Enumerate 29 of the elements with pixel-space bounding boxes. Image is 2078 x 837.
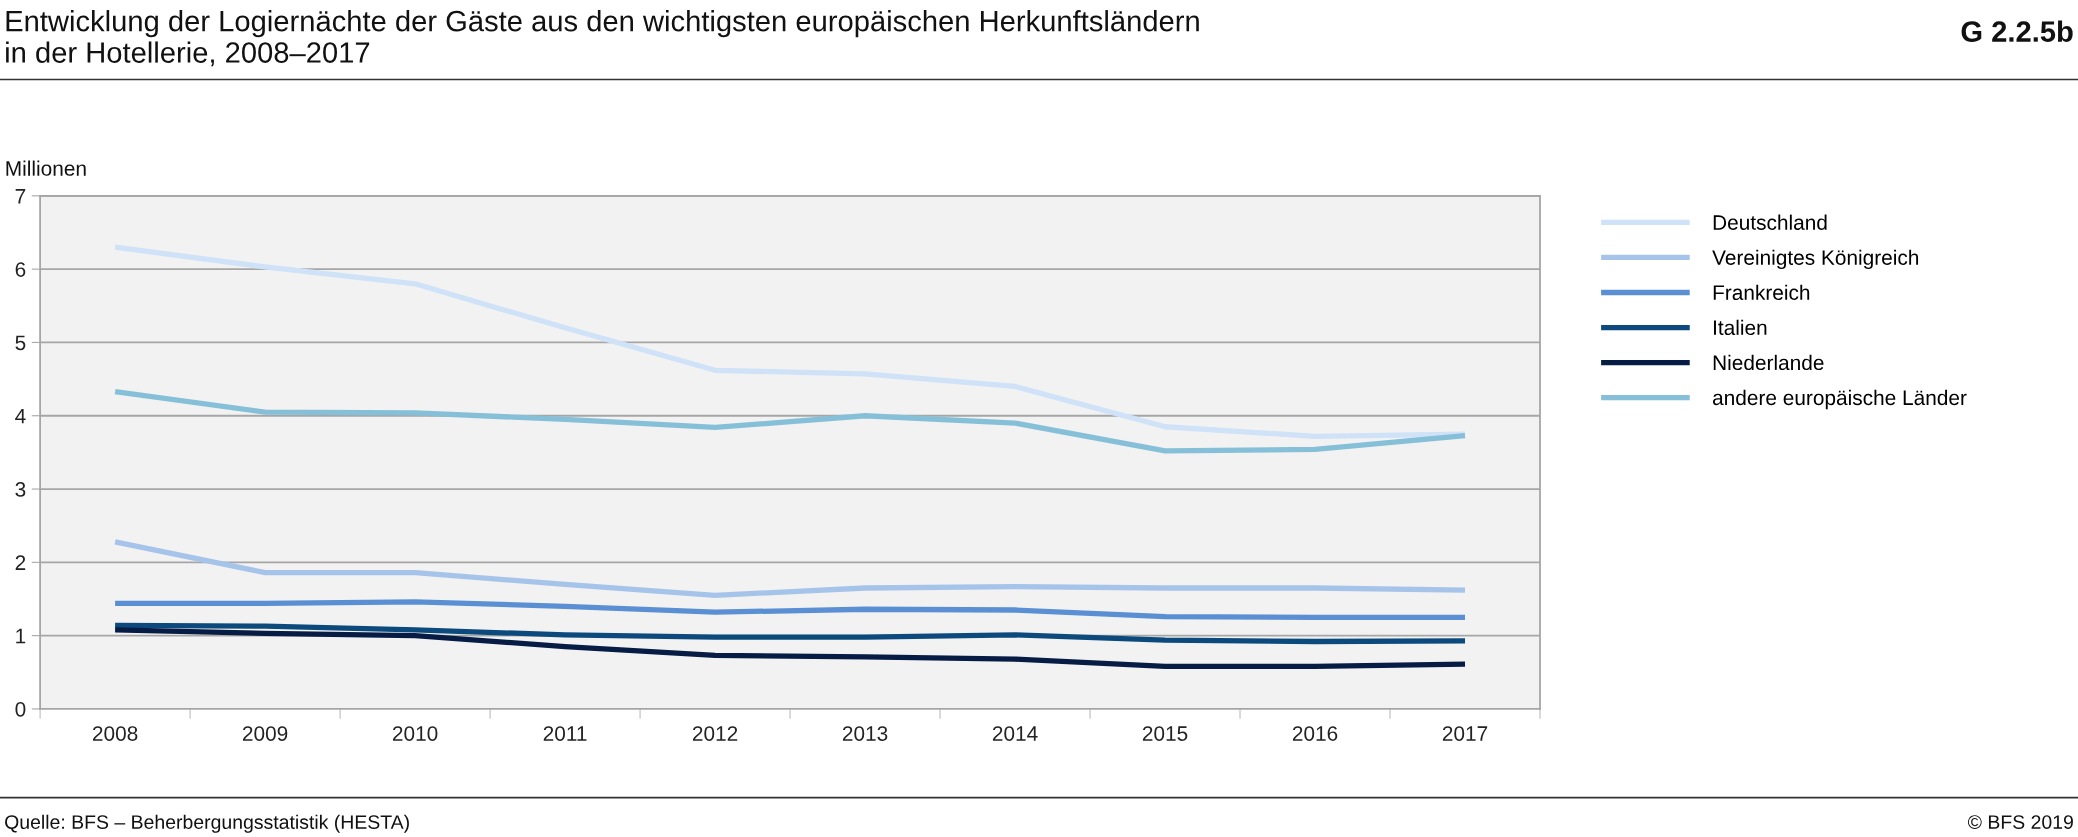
legend-label: Vereinigtes Königreich: [1712, 249, 1919, 270]
text: © BFS 2019: [1967, 815, 2073, 829]
y-tick-label: 1: [16, 628, 26, 644]
text: G 2.2.5b: [1961, 20, 2073, 42]
legend-label: Niederlande: [1713, 354, 1824, 371]
y-tick-label: 6: [15, 262, 26, 277]
legend-label: andere europäische Länder: [1712, 389, 1967, 410]
x-tick-label: 2009: [242, 726, 288, 741]
x-tick-label: 2013: [842, 726, 888, 741]
x-tick-label: 2008: [92, 726, 138, 741]
legend-label: Deutschland: [1713, 214, 1827, 230]
x-tick-label: 2011: [543, 726, 587, 741]
legend-label: Frankreich: [1713, 284, 1810, 300]
y-tick-label: 7: [15, 189, 26, 204]
y-tick-label: 0: [15, 701, 26, 717]
y-tick-label: 5: [15, 335, 26, 351]
x-tick-label: 2015: [1142, 726, 1188, 741]
x-tick-label: 2012: [692, 726, 738, 741]
chart-title: Entwicklung der Logiernächte der Gäste aus den wichtigsten europäischen Herkunftsländern in der Hotellerie, 2008–2017: [6, 10, 1199, 67]
x-tick-label: 2016: [1292, 726, 1338, 741]
source-note: Quelle: BFS – Beherbergungsstatistik (HESTA): [5, 814, 409, 833]
y-tick-label: 4: [15, 408, 26, 424]
x-tick-label: 2010: [392, 726, 438, 741]
x-tick-label: 2017: [1442, 726, 1488, 741]
legend-label: Italien: [1714, 319, 1767, 336]
y-tick-label: 3: [15, 482, 26, 497]
y-tick-label: 2: [15, 555, 26, 570]
x-tick-label: 2014: [992, 726, 1038, 741]
y-axis-title: Millionen: [6, 160, 86, 176]
